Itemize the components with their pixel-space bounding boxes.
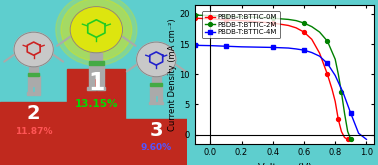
PBDB-T:BTTIC-2M — [310, 26, 314, 28]
X-axis label: Voltage (V): Voltage (V) — [257, 163, 311, 165]
Bar — [98, 78, 104, 87]
Bar — [90, 53, 102, 61]
PBDB-T:BTTIC-2M — [333, 58, 338, 60]
PBDB-T:BTTIC-4M — [333, 74, 338, 76]
Bar — [28, 76, 40, 85]
PBDB-T:BTTIC-4M — [356, 132, 361, 134]
PBDB-T:BTTIC-0M — [325, 73, 330, 75]
Text: 9.60%: 9.60% — [141, 143, 172, 152]
Bar — [150, 83, 162, 86]
PBDB-T:BTTIC-4M — [271, 46, 275, 48]
Bar — [150, 95, 155, 102]
PBDB-T:BTTIC-2M — [336, 73, 341, 75]
PBDB-T:BTTIC-0M — [224, 19, 228, 21]
PBDB-T:BTTIC-0M — [294, 27, 298, 29]
PBDB-T:BTTIC-2M — [286, 18, 291, 20]
PBDB-T:BTTIC-0M — [255, 21, 259, 23]
PBDB-T:BTTIC-0M — [345, 138, 350, 140]
PBDB-T:BTTIC-0M — [310, 38, 314, 40]
Bar — [87, 87, 96, 90]
Legend: PBDB-T:BTTIC-0M, PBDB-T:BTTIC-2M, PBDB-T:BTTIC-4M: PBDB-T:BTTIC-0M, PBDB-T:BTTIC-2M, PBDB-T… — [202, 11, 280, 38]
PBDB-T:BTTIC-0M — [336, 118, 341, 120]
Line: PBDB-T:BTTIC-0M: PBDB-T:BTTIC-0M — [193, 16, 350, 141]
Bar — [35, 85, 40, 92]
PBDB-T:BTTIC-2M — [342, 112, 347, 114]
PBDB-T:BTTIC-0M — [342, 136, 347, 138]
PBDB-T:BTTIC-2M — [345, 131, 350, 132]
PBDB-T:BTTIC-2M — [317, 31, 322, 33]
PBDB-T:BTTIC-0M — [286, 24, 291, 26]
PBDB-T:BTTIC-4M — [255, 46, 259, 48]
Bar — [152, 77, 161, 83]
Text: 3: 3 — [149, 121, 163, 140]
Bar — [88, 78, 94, 87]
PBDB-T:BTTIC-0M — [192, 17, 197, 19]
Text: 1: 1 — [88, 70, 105, 95]
PBDB-T:BTTIC-0M — [302, 31, 306, 33]
Bar — [150, 86, 162, 95]
Bar — [88, 65, 104, 78]
Bar — [67, 69, 125, 165]
Text: 13.15%: 13.15% — [74, 99, 118, 109]
PBDB-T:BTTIC-2M — [255, 16, 259, 18]
PBDB-T:BTTIC-4M — [294, 48, 298, 50]
PBDB-T:BTTIC-2M — [224, 15, 228, 17]
Bar — [27, 92, 33, 95]
PBDB-T:BTTIC-4M — [310, 52, 314, 54]
Circle shape — [70, 7, 122, 53]
Circle shape — [136, 42, 176, 77]
Bar — [28, 85, 32, 92]
PBDB-T:BTTIC-2M — [216, 15, 220, 17]
PBDB-T:BTTIC-4M — [317, 55, 322, 57]
PBDB-T:BTTIC-0M — [216, 18, 220, 20]
PBDB-T:BTTIC-2M — [349, 138, 353, 140]
Bar — [125, 119, 187, 165]
PBDB-T:BTTIC-0M — [271, 22, 275, 24]
PBDB-T:BTTIC-2M — [302, 22, 306, 24]
Y-axis label: Current Density (mA cm⁻²): Current Density (mA cm⁻²) — [167, 18, 177, 131]
PBDB-T:BTTIC-4M — [239, 46, 244, 48]
PBDB-T:BTTIC-4M — [341, 91, 345, 93]
PBDB-T:BTTIC-2M — [192, 14, 197, 16]
Bar — [0, 102, 67, 165]
Bar — [29, 67, 38, 73]
Text: 11.87%: 11.87% — [15, 128, 53, 136]
PBDB-T:BTTIC-4M — [286, 47, 291, 49]
PBDB-T:BTTIC-4M — [349, 112, 353, 114]
Bar — [149, 102, 156, 104]
PBDB-T:BTTIC-0M — [239, 20, 244, 22]
Bar — [158, 95, 162, 102]
Bar — [28, 73, 39, 76]
PBDB-T:BTTIC-4M — [302, 49, 306, 51]
Line: PBDB-T:BTTIC-2M: PBDB-T:BTTIC-2M — [193, 13, 353, 141]
PBDB-T:BTTIC-0M — [339, 131, 344, 132]
PBDB-T:BTTIC-0M — [317, 52, 322, 54]
PBDB-T:BTTIC-2M — [239, 16, 244, 18]
PBDB-T:BTTIC-4M — [192, 44, 197, 46]
Circle shape — [56, 0, 137, 66]
Text: 2: 2 — [27, 104, 40, 123]
PBDB-T:BTTIC-2M — [339, 91, 344, 93]
Circle shape — [61, 0, 132, 61]
PBDB-T:BTTIC-4M — [325, 62, 330, 64]
PBDB-T:BTTIC-4M — [208, 45, 212, 47]
Bar — [97, 87, 105, 90]
PBDB-T:BTTIC-0M — [333, 100, 338, 102]
Bar — [89, 61, 104, 65]
Line: PBDB-T:BTTIC-4M: PBDB-T:BTTIC-4M — [193, 43, 368, 141]
PBDB-T:BTTIC-4M — [216, 45, 220, 47]
PBDB-T:BTTIC-2M — [208, 15, 212, 16]
PBDB-T:BTTIC-0M — [330, 88, 334, 90]
Bar — [34, 92, 40, 95]
PBDB-T:BTTIC-2M — [325, 40, 330, 42]
Bar — [156, 102, 163, 104]
PBDB-T:BTTIC-2M — [294, 20, 298, 22]
PBDB-T:BTTIC-2M — [271, 17, 275, 19]
PBDB-T:BTTIC-4M — [224, 45, 228, 47]
PBDB-T:BTTIC-4M — [364, 138, 369, 140]
PBDB-T:BTTIC-0M — [208, 18, 212, 20]
Circle shape — [14, 32, 53, 67]
